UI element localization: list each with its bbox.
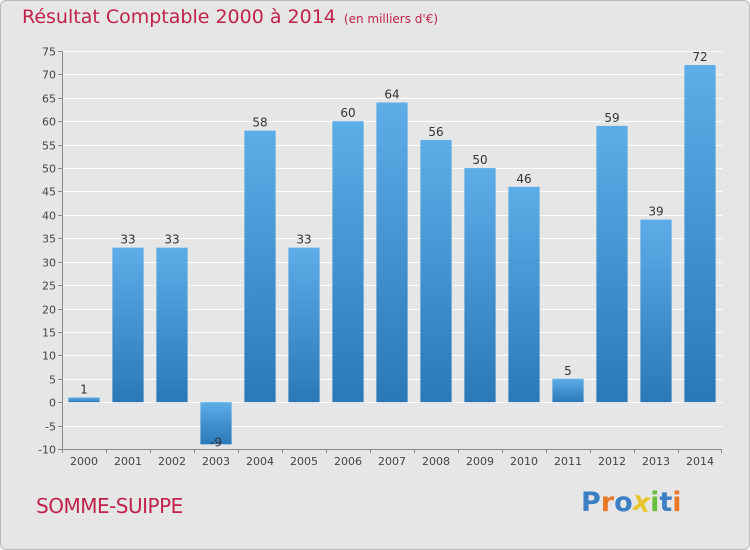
logo-letter: t [659, 487, 673, 518]
x-tick-label: 2012 [598, 455, 626, 468]
y-tick-label: 35 [42, 233, 56, 246]
bar-2014 [684, 65, 716, 403]
logo-letter: i [672, 487, 682, 518]
y-tick-label: -10 [38, 444, 56, 457]
y-tick-label: 5 [49, 374, 56, 387]
data-label-2008: 56 [428, 125, 443, 139]
x-tick-label: 2010 [510, 455, 538, 468]
y-tick-label: 70 [42, 69, 56, 82]
bar-2012 [596, 125, 628, 403]
x-tick-label: 2003 [202, 455, 230, 468]
logo-letter: o [614, 487, 633, 518]
x-tick-label: 2004 [246, 455, 274, 468]
x-tick-label: 2002 [158, 455, 186, 468]
x-tick-label: 2007 [378, 455, 406, 468]
data-labels: 1 33 33 -9 58 33 60 64 56 50 46 5 59 39 72 [80, 50, 707, 449]
data-label-2000: 1 [80, 382, 88, 396]
chart-title-text: Résultat Comptable 2000 à 2014 [22, 6, 336, 28]
y-tick-label: 30 [42, 257, 56, 270]
y-tick-label: 45 [42, 186, 56, 199]
bar-2008 [420, 139, 452, 403]
bar-2007 [376, 102, 408, 403]
x-tick-label: 2009 [466, 455, 494, 468]
y-tick-label: 25 [42, 280, 56, 293]
bar-2011 [552, 378, 584, 403]
bar-2000 [68, 397, 100, 403]
data-label-2002: 33 [164, 233, 179, 247]
y-tick-label: -5 [45, 421, 56, 434]
logo-letter: P [581, 487, 601, 518]
x-tick-label: 2008 [422, 455, 450, 468]
bar-2009 [464, 168, 496, 403]
bar-2003 [200, 402, 232, 445]
y-tick-label: 15 [42, 327, 56, 340]
bar-2010 [508, 186, 540, 403]
x-tick-label: 2014 [686, 455, 714, 468]
data-label-2005: 33 [296, 233, 311, 247]
bar-2006 [332, 121, 364, 403]
y-tick-label: 55 [42, 140, 56, 153]
y-tick-label: 40 [42, 210, 56, 223]
data-label-2003: -9 [210, 435, 222, 449]
data-label-2004: 58 [252, 116, 267, 130]
x-tick-label: 2000 [70, 455, 98, 468]
logo-letter: i [650, 487, 660, 518]
x-tick-label: 2001 [114, 455, 142, 468]
bar-2002 [156, 247, 188, 403]
y-tick-label: 65 [42, 93, 56, 106]
data-label-2010: 46 [516, 172, 531, 186]
data-label-2009: 50 [472, 153, 487, 167]
y-tick-label: 50 [42, 163, 56, 176]
chart-title: Résultat Comptable 2000 à 2014 (en millie… [22, 6, 438, 28]
bar-2004 [244, 130, 276, 403]
x-tick-label: 2005 [290, 455, 318, 468]
y-tick-label: 10 [42, 350, 56, 363]
y-tick-label: 0 [49, 397, 56, 410]
proxiti-logo[interactable]: Proxiti [581, 486, 682, 520]
data-label-2001: 33 [120, 233, 135, 247]
data-label-2012: 59 [604, 111, 619, 125]
x-tick-label: 2011 [554, 455, 582, 468]
y-tick-label: 20 [42, 304, 56, 317]
data-label-2011: 5 [564, 364, 572, 378]
chart-subtitle: (en milliers d'€) [343, 12, 439, 26]
logo-letter: r [600, 487, 615, 518]
data-label-2014: 72 [692, 50, 707, 64]
x-tick-label: 2006 [334, 455, 362, 468]
x-tick-label: 2013 [642, 455, 670, 468]
data-label-2007: 64 [384, 88, 399, 102]
bar-2005 [288, 247, 320, 403]
location-name: SOMME-SUIPPE [36, 494, 183, 518]
bars [68, 65, 716, 445]
data-label-2013: 39 [648, 205, 663, 219]
bar-2001 [112, 247, 144, 403]
bar-2013 [640, 219, 672, 403]
y-tick-label: 75 [42, 46, 56, 59]
y-tick-label: 60 [42, 116, 56, 129]
data-label-2006: 60 [340, 106, 355, 120]
